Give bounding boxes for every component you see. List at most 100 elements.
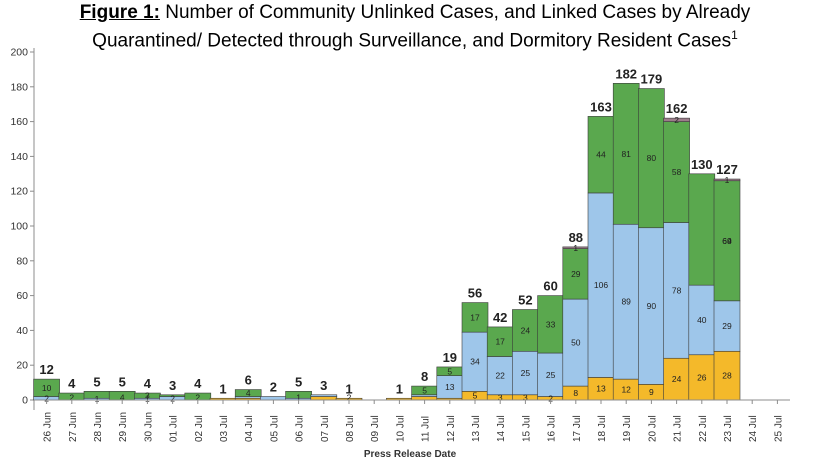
bar-total-label: 12 bbox=[39, 362, 53, 377]
bar-total-label: 179 bbox=[641, 72, 663, 87]
title-line2-text: Quarantined/ Detected through Surveillan… bbox=[92, 30, 732, 52]
y-tick-label: 140 bbox=[10, 151, 28, 163]
segment-label-dormitory: 5 bbox=[473, 391, 478, 401]
y-tick-label: 160 bbox=[10, 116, 28, 128]
y-tick-label: 80 bbox=[16, 255, 28, 267]
y-tick-label: 20 bbox=[16, 360, 28, 372]
x-tick-label: 18 Jul bbox=[597, 415, 608, 442]
segment-extra-label: 64 bbox=[722, 236, 732, 246]
x-tick-label: 15 Jul bbox=[521, 415, 532, 442]
x-tick-label: 12 Jul bbox=[446, 415, 457, 442]
bar-segment-quarantined bbox=[33, 378, 60, 397]
bar-segment-quarantined bbox=[713, 180, 741, 302]
bar-total-label: 56 bbox=[468, 286, 482, 301]
segment-label-quarantined: 24 bbox=[521, 325, 531, 335]
y-tick-label: 120 bbox=[10, 186, 28, 198]
bar-total-label: 4 bbox=[144, 376, 152, 391]
bar-segment-linked bbox=[486, 356, 514, 396]
x-tick-label: 03 Jul bbox=[219, 415, 230, 442]
bar-segment-quarantined bbox=[663, 121, 690, 223]
x-tick-label: 19 Jul bbox=[622, 415, 633, 442]
segment-label-linked: 50 bbox=[571, 338, 581, 348]
x-tick-label: 08 Jul bbox=[345, 415, 356, 442]
x-tick-label: 13 Jul bbox=[471, 415, 482, 442]
bar-segment-dormitory bbox=[310, 396, 338, 401]
bar-total-label: 42 bbox=[493, 310, 507, 325]
segment-label-linked: 22 bbox=[495, 371, 505, 381]
x-tick-label: 22 Jul bbox=[698, 415, 709, 442]
bar-total-label: 1 bbox=[345, 381, 352, 396]
segment-label-dormitory: 2 bbox=[548, 393, 553, 403]
segment-label-linked: 2 bbox=[170, 393, 175, 403]
x-tick-label: 23 Jul bbox=[723, 415, 734, 442]
bar-segment-dormitory bbox=[713, 350, 741, 401]
segment-extra-label: 2 bbox=[195, 392, 200, 402]
y-tick-label: 60 bbox=[16, 290, 28, 302]
bar-segment-quarantined bbox=[587, 116, 615, 194]
y-tick-label: 0 bbox=[22, 395, 28, 407]
bar-total-label: 3 bbox=[169, 378, 176, 393]
segment-label-linked: 40 bbox=[697, 315, 707, 325]
segment-label-quarantined: 33 bbox=[546, 319, 556, 329]
segment-label-unlinked: 1 bbox=[573, 243, 578, 253]
x-tick-label: 17 Jul bbox=[572, 415, 583, 442]
x-axis: 26 Jun 27 Jun 28 Jun 29 Jun 30 Jun 01 Jul 02 J… bbox=[34, 399, 790, 442]
x-tick-label: 06 Jul bbox=[295, 415, 306, 442]
bar-segment-quarantined bbox=[486, 326, 514, 357]
bar-total-label: 182 bbox=[615, 66, 637, 81]
x-tick-label: 28 Jun bbox=[93, 412, 104, 442]
y-tick-label: 200 bbox=[10, 47, 28, 59]
segment-label-linked: 106 bbox=[594, 280, 608, 290]
bar-total-label: 6 bbox=[245, 373, 252, 388]
footnote-marker: 1 bbox=[731, 28, 738, 42]
bar-total-label: 60 bbox=[543, 279, 557, 294]
bar-segment-linked bbox=[612, 223, 640, 380]
segment-extra-label: 4 bbox=[120, 392, 125, 402]
segment-label-dormitory: 24 bbox=[672, 374, 682, 384]
segment-label-quarantined: 81 bbox=[621, 149, 631, 159]
segment-label-unlinked: 1 bbox=[725, 175, 730, 185]
segment-label-quarantined: 17 bbox=[495, 337, 505, 347]
segment-label-quarantined: 5 bbox=[422, 385, 427, 395]
bar-segment-linked bbox=[512, 350, 539, 396]
segment-label-quarantined: 58 bbox=[672, 167, 682, 177]
x-tick-label: 30 Jun bbox=[143, 412, 154, 442]
x-tick-label: 16 Jul bbox=[547, 415, 558, 442]
segment-label-dormitory: 8 bbox=[573, 388, 578, 398]
bar-segment-quarantined bbox=[512, 309, 539, 352]
bar-total-label: 52 bbox=[518, 293, 532, 308]
x-tick-label: 25 Jul bbox=[773, 415, 784, 442]
bar-segment-unlinked bbox=[663, 117, 690, 122]
bar-segment-linked bbox=[713, 300, 741, 352]
segment-label-linked: 25 bbox=[546, 370, 556, 380]
bar-total-label: 1 bbox=[396, 381, 403, 396]
chart-title-line1: Figure 1: Number of Community Unlinked C… bbox=[0, 2, 830, 24]
x-tick-label: 29 Jun bbox=[118, 412, 129, 442]
bar-segment-linked bbox=[587, 192, 615, 378]
bar-segment-linked bbox=[688, 284, 716, 356]
segment-label-dormitory: 13 bbox=[596, 384, 606, 394]
bar-segment-linked bbox=[537, 352, 564, 397]
bar-total-label: 5 bbox=[119, 374, 126, 389]
bar-segment-dormitory bbox=[411, 396, 438, 401]
bar-total-label: 130 bbox=[691, 157, 713, 172]
bar-segment-linked bbox=[310, 394, 338, 397]
x-tick-label: 07 Jul bbox=[320, 415, 331, 442]
bar-segment-quarantined bbox=[688, 173, 716, 286]
figure-label: Figure 1: bbox=[79, 2, 160, 23]
bar-total-label: 5 bbox=[93, 374, 100, 389]
x-tick-label: 27 Jun bbox=[68, 412, 79, 442]
segment-label-quarantined: 10 bbox=[42, 383, 52, 393]
y-tick-label: 40 bbox=[16, 325, 28, 337]
segment-label-quarantined: 5 bbox=[447, 366, 452, 376]
chart-title: Figure 1: Number of Community Unlinked C… bbox=[0, 2, 830, 52]
segment-label-quarantined: 4 bbox=[246, 388, 251, 398]
segment-label-linked: 25 bbox=[521, 368, 531, 378]
x-tick-label: 10 Jul bbox=[395, 415, 406, 442]
segment-label-dormitory: 3 bbox=[498, 392, 503, 402]
bar-segment-quarantined bbox=[562, 248, 590, 300]
segment-extra-label: 2 bbox=[69, 392, 74, 402]
bar-total-label: 4 bbox=[194, 376, 202, 391]
bar-segment-dormitory bbox=[663, 357, 690, 401]
